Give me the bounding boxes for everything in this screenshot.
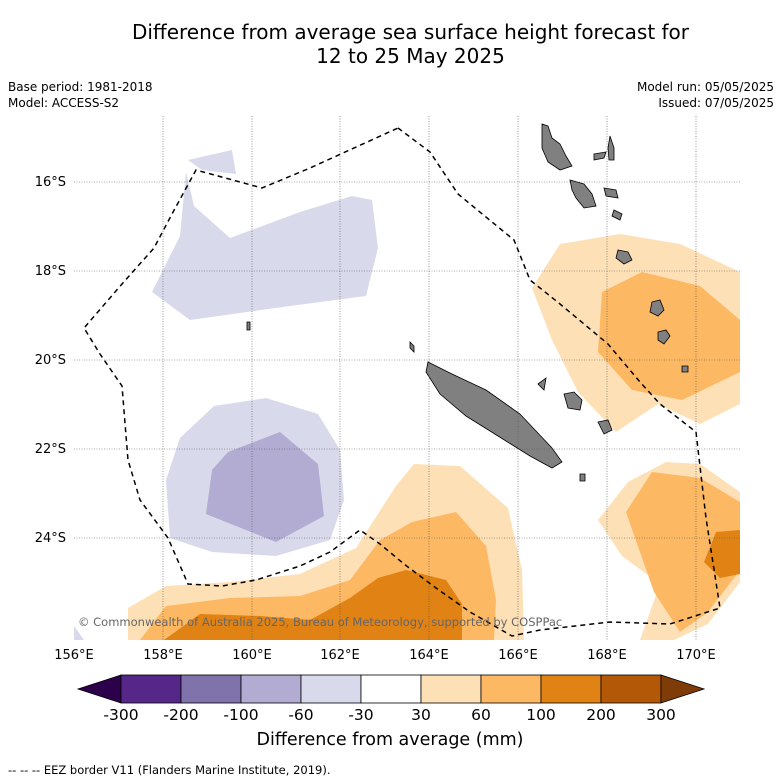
lat-label: 16°S [35, 175, 66, 190]
colorbar-tick: 30 [411, 706, 431, 724]
colorbar-tick: 60 [471, 706, 491, 724]
lat-label: 18°S [35, 264, 66, 279]
colorbar-swatch [300, 674, 362, 704]
colorbar-swatch [360, 674, 422, 704]
eez-footnote: -- -- -- EEZ border V11 (Flanders Marine… [8, 763, 331, 777]
negative-anomaly-mid [206, 432, 324, 542]
lon-label: 168°E [587, 648, 627, 663]
colorbar-tick: -60 [288, 706, 314, 724]
colorbar-swatch [120, 674, 182, 704]
lon-label: 164°E [409, 648, 449, 663]
lon-label: 166°E [498, 648, 538, 663]
lon-labels: 156°E 158°E 160°E 162°E 164°E 166°E 168°… [54, 648, 716, 663]
colorbar-min-arrow [76, 674, 122, 704]
lon-label: 170°E [676, 648, 716, 663]
title-line-2: 12 to 25 May 2025 [316, 44, 505, 68]
lon-label: 156°E [54, 648, 94, 663]
colorbar-tick: -100 [223, 706, 259, 724]
colorbar-swatch [420, 674, 482, 704]
chart-title: Difference from average sea surface heig… [0, 20, 781, 68]
meta-left: Base period: 1981-2018 Model: ACCESS-S2 [8, 79, 153, 111]
colorbar-swatch [600, 674, 662, 704]
meta-right: Model run: 05/05/2025 Issued: 07/05/2025 [637, 79, 774, 111]
colorbar-tick: -30 [348, 706, 374, 724]
lon-label: 160°E [232, 648, 272, 663]
colorbar-tick: 100 [526, 706, 556, 724]
colorbar-tick: -200 [163, 706, 199, 724]
colorbar-swatch [540, 674, 602, 704]
lat-label: 20°S [35, 353, 66, 368]
new-caledonia-island [425, 361, 563, 469]
title-line-1: Difference from average sea surface heig… [131, 20, 690, 44]
colorbar-tick: -300 [103, 706, 139, 724]
colorbar-swatch [180, 674, 242, 704]
model-run: Model run: 05/05/2025 [636, 80, 774, 94]
lat-label: 22°S [35, 442, 66, 457]
map-area: © Commonwealth of Australia 2025, Bureau… [74, 116, 740, 640]
base-period: Base period: 1981-2018 [8, 80, 153, 94]
lon-label: 162°E [320, 648, 360, 663]
colorbar-swatch [240, 674, 302, 704]
gridlines [74, 116, 740, 640]
model-name: Model: ACCESS-S2 [8, 96, 120, 110]
copyright-notice: © Commonwealth of Australia 2025, Bureau… [78, 615, 562, 629]
eez-border [83, 127, 721, 637]
lat-labels: 16°S 18°S 20°S 22°S 24°S [35, 175, 66, 546]
colorbar-max-arrow [660, 674, 706, 704]
colorbar-title: Difference from average (mm) [256, 730, 524, 750]
lon-label: 158°E [143, 648, 183, 663]
colorbar-tick: 300 [646, 706, 676, 724]
colorbar-swatch [480, 674, 542, 704]
colorbar [76, 674, 706, 704]
issued-date: Issued: 07/05/2025 [658, 96, 774, 110]
lat-label: 24°S [35, 531, 66, 546]
land-masses [246, 123, 689, 482]
colorbar-tick: 200 [586, 706, 616, 724]
